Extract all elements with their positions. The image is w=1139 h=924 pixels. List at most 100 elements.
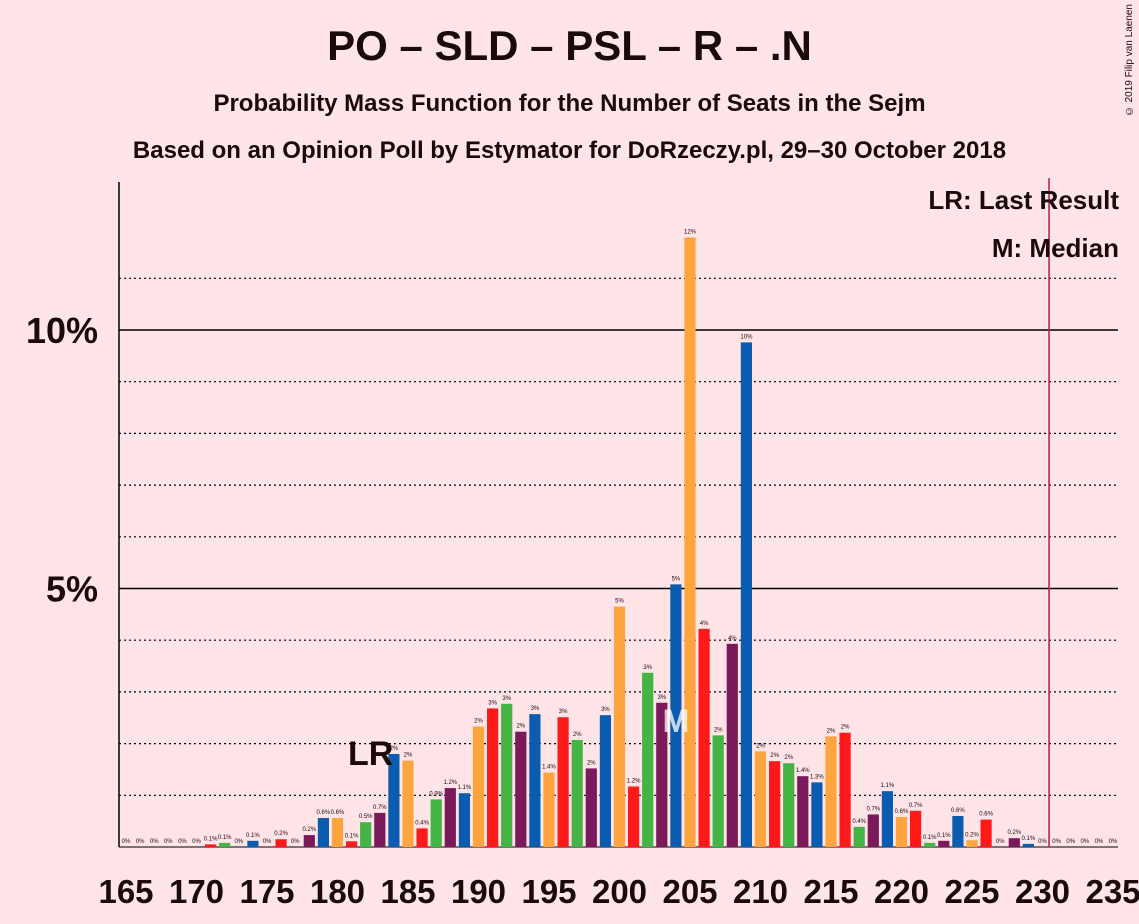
- bar-value-label: 5%: [615, 599, 624, 605]
- bar: [726, 643, 738, 847]
- bar-value-label: 0.6%: [895, 809, 909, 815]
- bar: [557, 717, 569, 847]
- bar: [769, 761, 781, 847]
- bar-value-label: 1.4%: [542, 765, 556, 771]
- x-tick-label: 195: [521, 873, 576, 910]
- bar-value-label: 0.6%: [951, 808, 965, 814]
- bar-value-label: 3%: [502, 696, 511, 702]
- bar-value-label: 0%: [234, 839, 243, 845]
- bar-value-label: 2%: [390, 746, 399, 752]
- x-tick-label: 165: [98, 873, 153, 910]
- x-tick-label: 225: [944, 873, 999, 910]
- bar: [585, 768, 597, 847]
- bar-value-label: 4%: [700, 621, 709, 627]
- x-tick-label: 170: [169, 873, 224, 910]
- bar-value-label: 5%: [672, 576, 681, 582]
- x-tick-label: 200: [592, 873, 647, 910]
- bar-value-label: 0%: [263, 839, 272, 845]
- bar-value-label: 0%: [291, 839, 300, 845]
- bar: [487, 708, 499, 847]
- bar: [543, 772, 555, 847]
- bar-value-label: 0.1%: [204, 836, 218, 842]
- bar-value-label: 4%: [728, 636, 737, 642]
- bar: [247, 840, 259, 847]
- bar-value-label: 12%: [684, 229, 697, 235]
- bar-value-label: 2%: [587, 760, 596, 766]
- bar: [472, 726, 485, 847]
- y-tick-label: 5%: [46, 569, 98, 610]
- bar: [811, 782, 823, 847]
- bar: [938, 840, 950, 847]
- chart-subtitle: Probability Mass Function for the Number…: [213, 90, 926, 117]
- bar-value-label: 3%: [657, 695, 666, 701]
- bar-value-label: 0.5%: [359, 814, 373, 820]
- bar: [980, 819, 992, 847]
- bar: [712, 735, 724, 847]
- bar: [374, 812, 386, 847]
- bar-value-label: 2%: [784, 755, 793, 761]
- bar: [360, 822, 372, 847]
- bar: [275, 839, 287, 847]
- bar-value-label: 1.2%: [627, 779, 641, 785]
- bar: [346, 841, 358, 847]
- bar-value-label: 0%: [136, 839, 145, 845]
- legend-last-result: LR: Last Result: [928, 185, 1119, 215]
- bar: [1008, 838, 1020, 847]
- bar-value-label: 0%: [122, 839, 131, 845]
- last-result-marker: LR: [348, 735, 393, 773]
- bar-value-label: 0.2%: [965, 832, 979, 838]
- bar-value-label: 2%: [841, 725, 850, 731]
- bar-value-label: 0.9%: [429, 791, 443, 797]
- bar: [501, 703, 513, 847]
- bar-value-label: 0.6%: [979, 812, 993, 818]
- bar: [895, 817, 908, 847]
- bar: [839, 732, 851, 847]
- x-tick-label: 190: [451, 873, 506, 910]
- bar: [952, 815, 964, 847]
- bar-value-label: 0.1%: [218, 835, 232, 841]
- bar: [613, 606, 626, 847]
- bar-value-label: 1.1%: [881, 783, 895, 789]
- bar-value-label: 0%: [1080, 839, 1089, 845]
- chart-title: PO – SLD – PSL – R – .N: [327, 22, 812, 69]
- bar-value-label: 0%: [178, 839, 187, 845]
- bar-value-label: 3%: [531, 706, 540, 712]
- bar: [754, 751, 767, 847]
- x-tick-label: 215: [803, 873, 858, 910]
- bar: [416, 828, 428, 847]
- x-tick-label: 220: [874, 873, 929, 910]
- bar: [656, 702, 668, 847]
- bar: [910, 810, 922, 847]
- bar: [444, 788, 456, 847]
- bar-value-label: 0.6%: [317, 810, 331, 816]
- bar: [924, 842, 936, 847]
- bar-value-label: 2%: [827, 728, 836, 734]
- bar-value-label: 0.2%: [274, 831, 288, 837]
- bar-value-label: 0.4%: [415, 820, 429, 826]
- bar-value-label: 1.2%: [443, 780, 457, 786]
- bar-value-label: 1.4%: [796, 768, 810, 774]
- bar: [642, 672, 654, 847]
- bar: [515, 731, 527, 847]
- bar-value-label: 2%: [516, 724, 525, 730]
- bar-value-label: 0.2%: [302, 827, 316, 833]
- bar-value-label: 3%: [601, 707, 610, 713]
- bar-value-label: 0.2%: [1007, 830, 1021, 836]
- bar: [628, 786, 640, 847]
- bar-value-label: 0.1%: [1022, 836, 1036, 842]
- y-tick-label: 10%: [26, 310, 98, 351]
- bar-value-label: 0.7%: [373, 805, 387, 811]
- bar-value-label: 0.4%: [852, 819, 866, 825]
- bar: [402, 760, 414, 847]
- bar: [599, 715, 611, 847]
- bar: [571, 739, 583, 847]
- bar-value-label: 0%: [1052, 839, 1061, 845]
- bar-value-label: 0%: [192, 839, 201, 845]
- bar: [1022, 843, 1034, 847]
- bar-value-label: 2%: [573, 732, 582, 738]
- bar-value-label: 0.6%: [331, 810, 345, 816]
- bar-value-label: 1.1%: [458, 785, 472, 791]
- bar-value-label: 0%: [1109, 839, 1118, 845]
- bar: [458, 793, 470, 847]
